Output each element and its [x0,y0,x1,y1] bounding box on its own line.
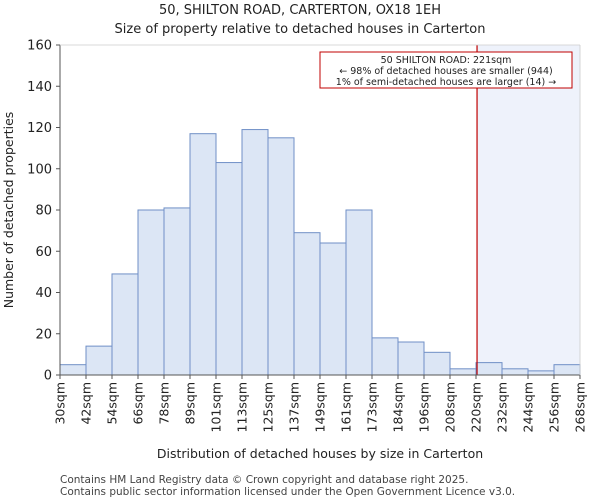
histogram-bar [501,368,529,376]
chart-title: Size of property relative to detached ho… [114,22,486,37]
x-tick-label: 196sqm [417,382,432,432]
x-tick-label: 256sqm [547,382,562,432]
histogram-bar [293,232,321,376]
histogram-bar [189,133,217,376]
histogram-bar [111,273,139,376]
x-tick-label: 208sqm [443,382,458,432]
y-tick-label: 60 [35,245,52,260]
x-tick-label: 125sqm [261,382,276,432]
y-tick-label: 120 [27,121,52,136]
x-tick-label: 42sqm [79,382,94,425]
larger-region-shade [477,45,580,375]
x-tick-label: 137sqm [287,382,302,432]
annotation-box [319,51,573,89]
footer-licence: Contains public sector information licen… [60,486,516,498]
x-tick-label: 149sqm [313,382,328,432]
x-tick-label: 78sqm [157,382,172,425]
annotation-line-2: ← 98% of detached houses are smaller (94… [339,66,552,77]
y-tick-label: 0 [44,369,52,384]
x-tick-label: 173sqm [365,382,380,432]
x-tick-label: 184sqm [391,382,406,432]
y-tick-label: 40 [35,286,52,301]
histogram-bar [85,345,113,376]
histogram-bar [553,364,581,376]
y-tick-label: 100 [27,162,52,177]
histogram-bar [397,341,425,376]
x-tick-label: 30sqm [53,382,68,425]
histogram-bar [137,209,165,376]
x-tick-label: 89sqm [183,382,198,425]
chart-title-address: 50, SHILTON ROAD, CARTERTON, OX18 1EH [158,3,442,18]
histogram-bar [319,242,347,376]
histogram-bar [475,362,503,376]
y-axis-label: Number of detached properties [1,112,16,309]
x-tick-label: 244sqm [521,382,536,432]
y-tick-label: 160 [27,39,52,54]
histogram-bar [267,137,295,376]
histogram-bar [527,370,555,376]
histogram-bar [59,364,87,376]
x-tick-label: 66sqm [131,382,146,425]
x-tick-label: 268sqm [573,382,588,432]
histogram-bar [345,209,373,376]
histogram-bar [423,351,451,376]
y-tick-label: 140 [27,80,52,95]
x-tick-label: 220sqm [469,382,484,432]
histogram-bar [241,129,269,376]
x-tick-label: 101sqm [209,382,224,432]
histogram-bar [449,368,477,376]
histogram-bar [163,207,191,376]
footer-copyright: Contains HM Land Registry data © Crown c… [60,474,469,486]
x-tick-label: 113sqm [235,382,250,432]
x-axis-label: Distribution of detached houses by size … [157,446,483,461]
annotation-line-1: 50 SHILTON ROAD: 221sqm [381,55,512,66]
x-tick-label: 161sqm [339,382,354,432]
annotation-line-3: 1% of semi-detached houses are larger (1… [336,77,556,88]
histogram-bar [371,337,399,376]
histogram-bar [215,162,243,376]
x-tick-label: 232sqm [495,382,510,432]
y-tick-label: 80 [35,204,52,219]
x-tick-label: 54sqm [105,382,120,425]
y-tick-label: 20 [35,327,52,342]
